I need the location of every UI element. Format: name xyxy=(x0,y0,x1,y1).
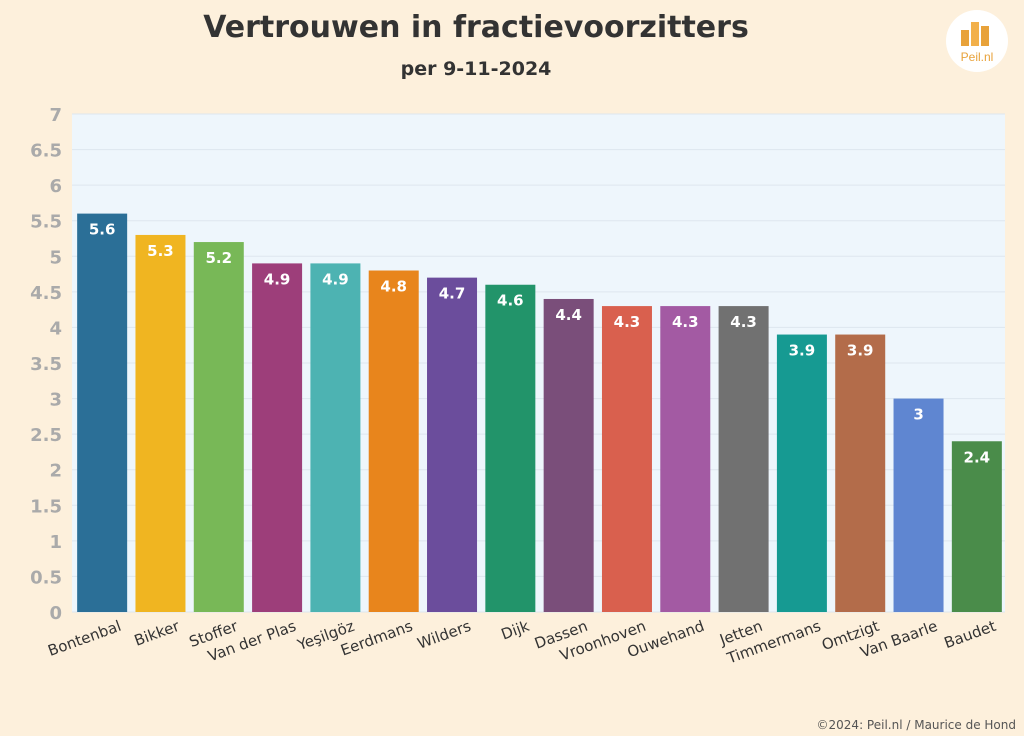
data-label: 4.3 xyxy=(614,313,641,331)
y-tick-label: 5.5 xyxy=(30,212,62,233)
bar xyxy=(427,277,478,612)
y-tick-label: 0.5 xyxy=(30,567,62,588)
y-tick-label: 1.5 xyxy=(30,496,62,517)
y-tick-label: 1 xyxy=(49,532,62,553)
data-label: 5.2 xyxy=(205,249,232,267)
bar xyxy=(776,334,827,612)
y-tick-label: 6.5 xyxy=(30,141,62,162)
data-label: 3 xyxy=(913,406,923,424)
bar xyxy=(951,441,1002,612)
y-tick-label: 5 xyxy=(49,247,62,268)
chart-subtitle: per 9-11-2024 xyxy=(400,58,552,80)
data-label: 4.3 xyxy=(730,313,757,331)
x-category-label: Wilders xyxy=(415,617,474,653)
chart-title: Vertrouwen in fractievoorzitters xyxy=(203,10,749,45)
bar xyxy=(718,306,769,612)
bar xyxy=(835,334,886,612)
bar xyxy=(893,398,944,612)
data-label: 4.8 xyxy=(380,278,407,296)
bar-chart-logo-icon xyxy=(961,22,989,46)
data-label: 4.6 xyxy=(497,292,524,310)
bar xyxy=(310,263,361,612)
copyright-note: ©2024: Peil.nl / Maurice de Hond xyxy=(816,718,1016,732)
y-tick-label: 7 xyxy=(49,105,62,126)
bar xyxy=(135,234,186,612)
y-tick-label: 6 xyxy=(49,176,62,197)
data-label: 4.3 xyxy=(672,313,699,331)
bar xyxy=(77,213,128,612)
x-category-label: Baudet xyxy=(942,617,999,652)
x-category-label: Bikker xyxy=(132,617,183,650)
data-label: 3.9 xyxy=(789,342,816,360)
y-tick-label: 2.5 xyxy=(30,425,62,446)
bar xyxy=(660,306,711,612)
data-label: 4.9 xyxy=(264,270,291,288)
x-category-label: Dijk xyxy=(499,617,532,644)
data-label: 3.9 xyxy=(847,342,874,360)
bar xyxy=(368,270,419,612)
peil-logo: Peil.nl xyxy=(946,10,1008,72)
data-label: 4.4 xyxy=(555,306,582,324)
data-label: 4.7 xyxy=(439,285,466,303)
bar xyxy=(252,263,303,612)
bar xyxy=(601,306,652,612)
y-tick-label: 4 xyxy=(49,318,62,339)
data-label: 4.9 xyxy=(322,270,349,288)
y-tick-label: 3.5 xyxy=(30,354,62,375)
y-tick-label: 0 xyxy=(49,603,62,624)
data-label: 2.4 xyxy=(964,448,991,466)
data-label: 5.3 xyxy=(147,242,174,260)
bar xyxy=(193,242,244,613)
y-tick-label: 2 xyxy=(49,461,62,482)
y-tick-label: 4.5 xyxy=(30,283,62,304)
bar xyxy=(485,284,536,612)
logo-text: Peil.nl xyxy=(960,50,994,64)
y-tick-label: 3 xyxy=(49,390,62,411)
data-label: 5.6 xyxy=(89,221,116,239)
bar xyxy=(543,298,594,612)
